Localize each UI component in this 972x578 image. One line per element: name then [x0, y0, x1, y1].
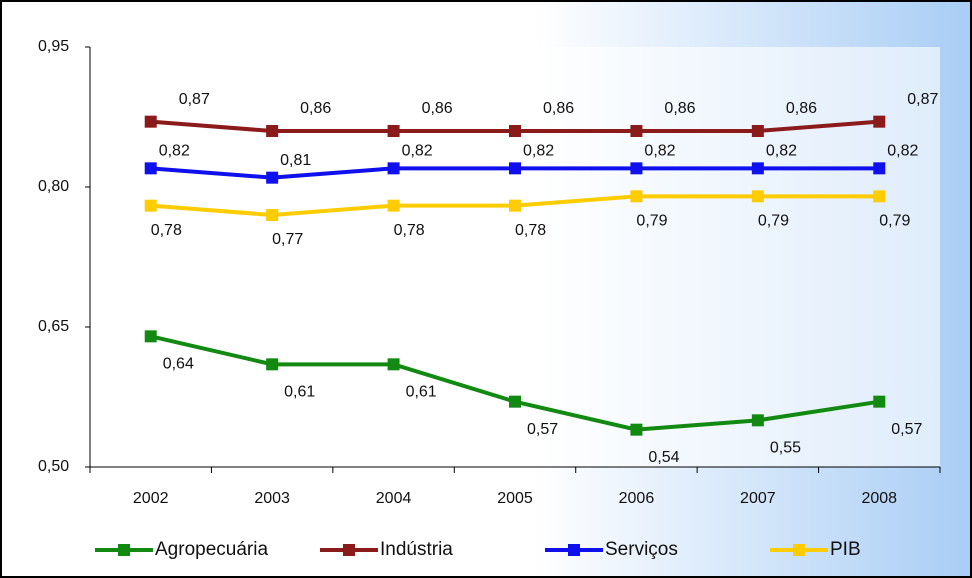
data-label: 0,77 — [272, 231, 303, 248]
data-label: 0,79 — [636, 213, 667, 230]
x-tick-label: 2002 — [133, 490, 169, 507]
legend-label: Serviços — [605, 539, 678, 560]
y-tick-label: 0,80 — [38, 178, 69, 195]
point — [387, 162, 400, 175]
point — [630, 162, 643, 175]
data-label: 0,57 — [891, 421, 922, 438]
point — [873, 162, 886, 175]
point — [144, 199, 157, 212]
data-label: 0,86 — [664, 100, 695, 117]
data-label: 0,86 — [786, 100, 817, 117]
data-label: 0,78 — [151, 222, 182, 239]
data-label: 0,82 — [159, 143, 190, 160]
data-label: 0,82 — [402, 143, 433, 160]
data-label: 0,86 — [543, 100, 574, 117]
point — [873, 115, 886, 128]
legend-marker — [118, 544, 130, 556]
point — [630, 190, 643, 203]
point — [266, 209, 279, 221]
data-label: 0,82 — [766, 143, 797, 160]
data-label: 0,82 — [887, 143, 918, 160]
data-label: 0,78 — [394, 222, 425, 239]
x-tick-label: 2003 — [254, 490, 290, 507]
legend-marker — [568, 544, 580, 556]
point — [144, 330, 157, 343]
x-tick-label: 2007 — [740, 490, 776, 507]
point — [873, 395, 886, 408]
point — [630, 423, 643, 436]
data-label: 0,61 — [284, 384, 315, 401]
x-tick-label: 2008 — [861, 490, 897, 507]
x-tick-label: 2006 — [619, 490, 655, 507]
point — [873, 190, 886, 203]
x-tick-label: 2004 — [376, 490, 412, 507]
data-label: 0,81 — [280, 152, 311, 169]
y-tick-label: 0,95 — [38, 38, 69, 55]
y-tick-label: 0,65 — [38, 318, 69, 335]
point — [144, 115, 157, 128]
legend-label: Indústria — [380, 539, 453, 560]
point — [509, 162, 521, 175]
legend-marker — [343, 544, 355, 556]
point — [751, 162, 764, 175]
data-label: 0,57 — [527, 421, 558, 438]
point — [387, 358, 400, 371]
point — [751, 190, 764, 203]
data-label: 0,82 — [644, 143, 675, 160]
point — [266, 171, 279, 184]
point — [144, 162, 157, 175]
data-label: 0,55 — [770, 440, 801, 457]
point — [387, 199, 400, 212]
data-label: 0,82 — [523, 143, 554, 160]
data-label: 0,61 — [406, 384, 437, 401]
data-label: 0,86 — [300, 100, 331, 117]
point — [509, 125, 521, 137]
legend-marker — [793, 544, 805, 556]
data-label: 0,87 — [179, 91, 210, 108]
legend-label: PIB — [830, 539, 861, 560]
data-label: 0,87 — [907, 91, 938, 108]
data-label: 0,86 — [422, 100, 453, 117]
data-label: 0,78 — [515, 222, 546, 239]
point — [387, 125, 400, 137]
point — [509, 199, 521, 212]
data-label: 0,64 — [163, 356, 194, 373]
point — [509, 395, 521, 408]
point — [266, 125, 279, 137]
point — [266, 358, 279, 371]
data-label: 0,79 — [879, 213, 910, 230]
y-tick-label: 0,50 — [38, 458, 69, 475]
point — [751, 414, 764, 427]
data-label: 0,54 — [648, 449, 679, 466]
legend-label: Agropecuária — [155, 539, 268, 560]
point — [751, 125, 764, 137]
point — [630, 125, 643, 137]
x-tick-label: 2005 — [497, 490, 533, 507]
data-label: 0,79 — [758, 213, 789, 230]
